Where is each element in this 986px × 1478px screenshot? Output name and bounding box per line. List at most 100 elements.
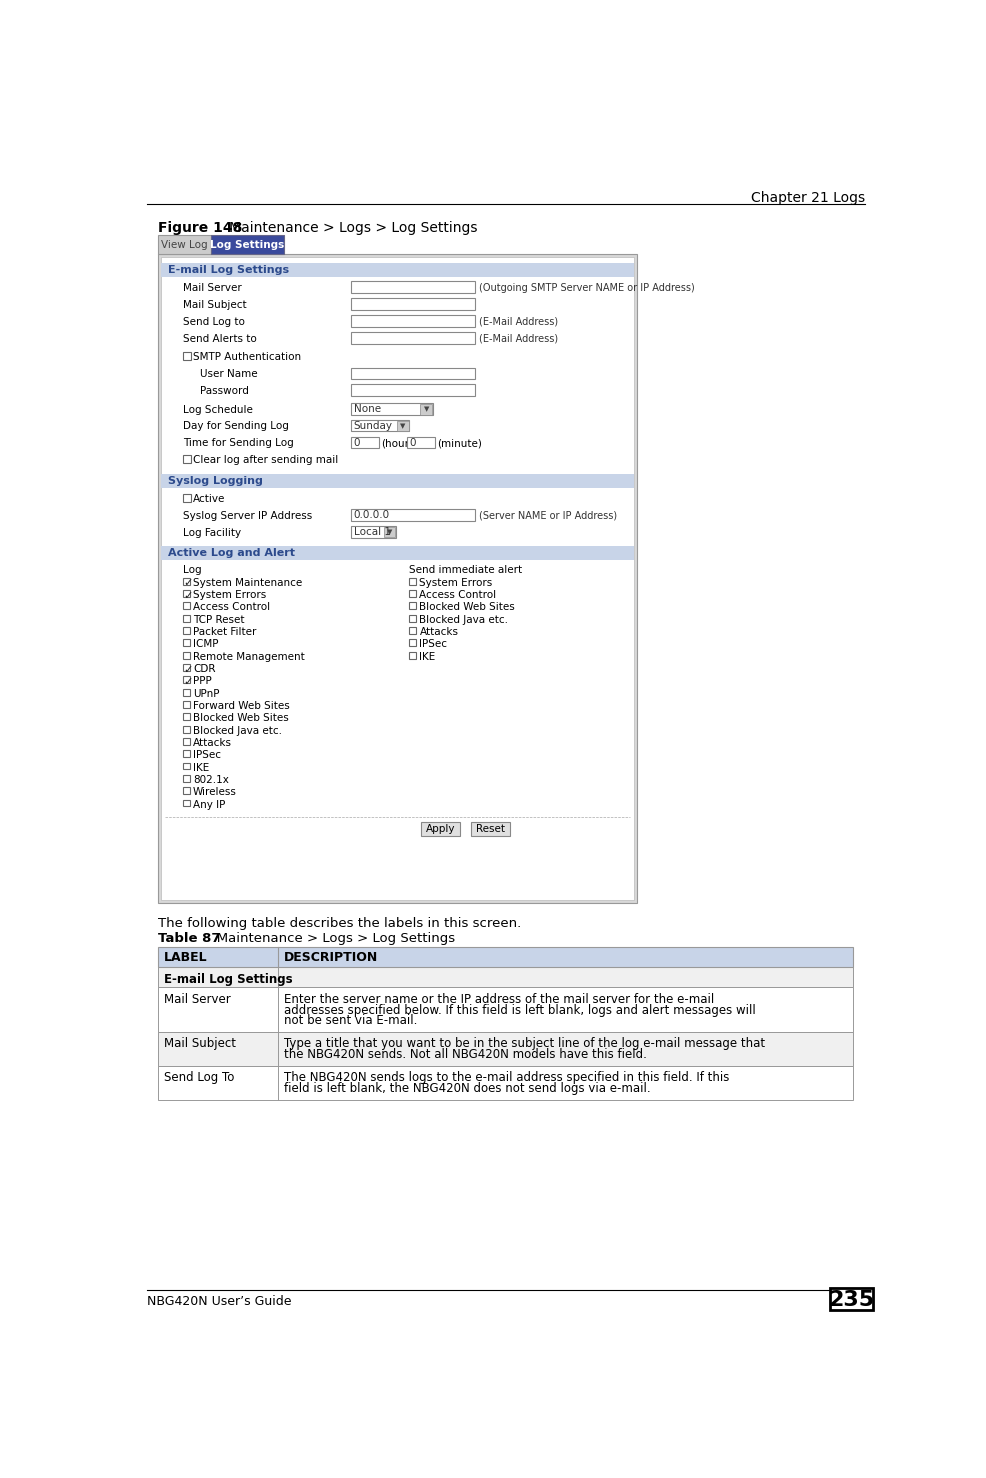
Text: IKE: IKE (419, 652, 435, 662)
Bar (161, 547, 633, 560)
Bar (421, 822, 459, 835)
Text: addresses specified below. If this field is left blank, logs and alert messages : addresses specified below. If this field… (284, 1004, 755, 1017)
Text: User Name: User Name (200, 370, 257, 378)
Text: Mail Subject: Mail Subject (164, 1038, 236, 1051)
Text: Time for Sending Log: Time for Sending Log (182, 439, 294, 448)
Bar (351, 315, 474, 327)
Bar (182, 689, 190, 696)
Text: Log Facility: Log Facility (182, 528, 241, 538)
Bar (182, 763, 190, 770)
Text: IPSec: IPSec (419, 640, 447, 649)
Text: Mail Server: Mail Server (182, 282, 242, 293)
Text: not be sent via E-mail.: not be sent via E-mail. (284, 1014, 417, 1027)
Text: System Errors: System Errors (193, 590, 266, 600)
Bar (351, 526, 395, 538)
Text: E-mail Log Settings: E-mail Log Settings (164, 973, 292, 986)
Text: Blocked Java etc.: Blocked Java etc. (193, 726, 282, 736)
Text: TCP Reset: TCP Reset (193, 615, 245, 625)
Bar (409, 590, 416, 597)
Text: Blocked Java etc.: Blocked Java etc. (419, 615, 508, 625)
Bar (158, 235, 211, 254)
Text: None: None (353, 403, 381, 414)
Text: Mail Server: Mail Server (164, 993, 230, 1007)
Bar (158, 987, 853, 1032)
Text: Remote Management: Remote Management (193, 652, 305, 662)
Text: Any IP: Any IP (193, 800, 225, 810)
Bar (470, 822, 509, 835)
Text: Enter the server name or the IP address of the mail server for the e-mail: Enter the server name or the IP address … (284, 993, 713, 1007)
Text: 0: 0 (353, 437, 360, 448)
Bar (351, 510, 474, 520)
Bar (182, 751, 190, 757)
Bar (351, 420, 409, 432)
Text: Attacks: Attacks (419, 627, 458, 637)
Text: 235: 235 (827, 1290, 874, 1310)
Text: Log Schedule: Log Schedule (182, 405, 252, 414)
Text: (E-Mail Address): (E-Mail Address) (478, 334, 558, 344)
Bar (409, 627, 416, 634)
Bar (182, 352, 190, 359)
Text: Maintenance > Logs > Log Settings: Maintenance > Logs > Log Settings (204, 933, 455, 944)
Bar (182, 494, 190, 501)
Text: Send immediate alert: Send immediate alert (409, 565, 522, 575)
Text: Local 1: Local 1 (353, 528, 390, 537)
Bar (182, 677, 190, 683)
Text: ✓: ✓ (183, 578, 192, 588)
Text: DESCRIPTION: DESCRIPTION (284, 952, 378, 964)
Text: Reset: Reset (475, 825, 504, 834)
Bar (182, 652, 190, 659)
Bar (182, 578, 190, 585)
Bar (161, 257, 633, 900)
Bar (182, 603, 190, 609)
Text: UPnP: UPnP (193, 689, 220, 699)
Text: Packet Filter: Packet Filter (193, 627, 256, 637)
Text: (E-Mail Address): (E-Mail Address) (478, 316, 558, 327)
Bar (409, 603, 416, 609)
Bar (351, 333, 474, 344)
Text: ICMP: ICMP (193, 640, 219, 649)
Text: Type a title that you want to be in the subject line of the log e-mail message t: Type a title that you want to be in the … (284, 1038, 764, 1051)
Bar (396, 421, 408, 430)
Bar (182, 590, 190, 597)
Bar (384, 528, 395, 537)
Text: NBG420N User’s Guide: NBG420N User’s Guide (147, 1295, 291, 1308)
Text: PPP: PPP (193, 677, 212, 686)
Text: CDR: CDR (193, 664, 215, 674)
Text: 802.1x: 802.1x (193, 774, 229, 785)
Text: LABEL: LABEL (164, 952, 207, 964)
Text: Log Settings: Log Settings (210, 239, 284, 250)
Bar (351, 281, 474, 293)
Bar (211, 235, 284, 254)
Text: Send Alerts to: Send Alerts to (182, 334, 256, 344)
Text: Blocked Web Sites: Blocked Web Sites (419, 603, 515, 612)
Bar (182, 640, 190, 646)
Bar (420, 403, 432, 414)
Bar (182, 800, 190, 807)
Bar (182, 664, 190, 671)
Text: Access Control: Access Control (193, 603, 270, 612)
Bar (161, 474, 633, 488)
Bar (182, 701, 190, 708)
Text: E-mail Log Settings: E-mail Log Settings (168, 265, 288, 275)
Text: 0: 0 (409, 437, 415, 448)
Bar (351, 403, 432, 415)
Bar (409, 615, 416, 622)
Text: Active Log and Alert: Active Log and Alert (168, 548, 294, 559)
Text: System Maintenance: System Maintenance (193, 578, 302, 588)
Bar (182, 726, 190, 733)
Bar (182, 714, 190, 720)
Text: (Outgoing SMTP Server NAME or IP Address): (Outgoing SMTP Server NAME or IP Address… (478, 282, 694, 293)
Text: Attacks: Attacks (193, 738, 232, 748)
Bar (409, 640, 416, 646)
Bar (161, 263, 633, 276)
Text: field is left blank, the NBG420N does not send logs via e-mail.: field is left blank, the NBG420N does no… (284, 1082, 650, 1095)
Text: Maintenance > Logs > Log Settings: Maintenance > Logs > Log Settings (215, 222, 476, 235)
Text: Clear log after sending mail: Clear log after sending mail (193, 455, 338, 466)
Text: IKE: IKE (193, 763, 209, 773)
Text: Blocked Web Sites: Blocked Web Sites (193, 714, 289, 723)
Bar (182, 738, 190, 745)
Text: Sunday: Sunday (353, 421, 392, 430)
Bar (182, 615, 190, 622)
Text: 0.0.0.0: 0.0.0.0 (353, 510, 389, 520)
Bar (829, 1289, 872, 1310)
